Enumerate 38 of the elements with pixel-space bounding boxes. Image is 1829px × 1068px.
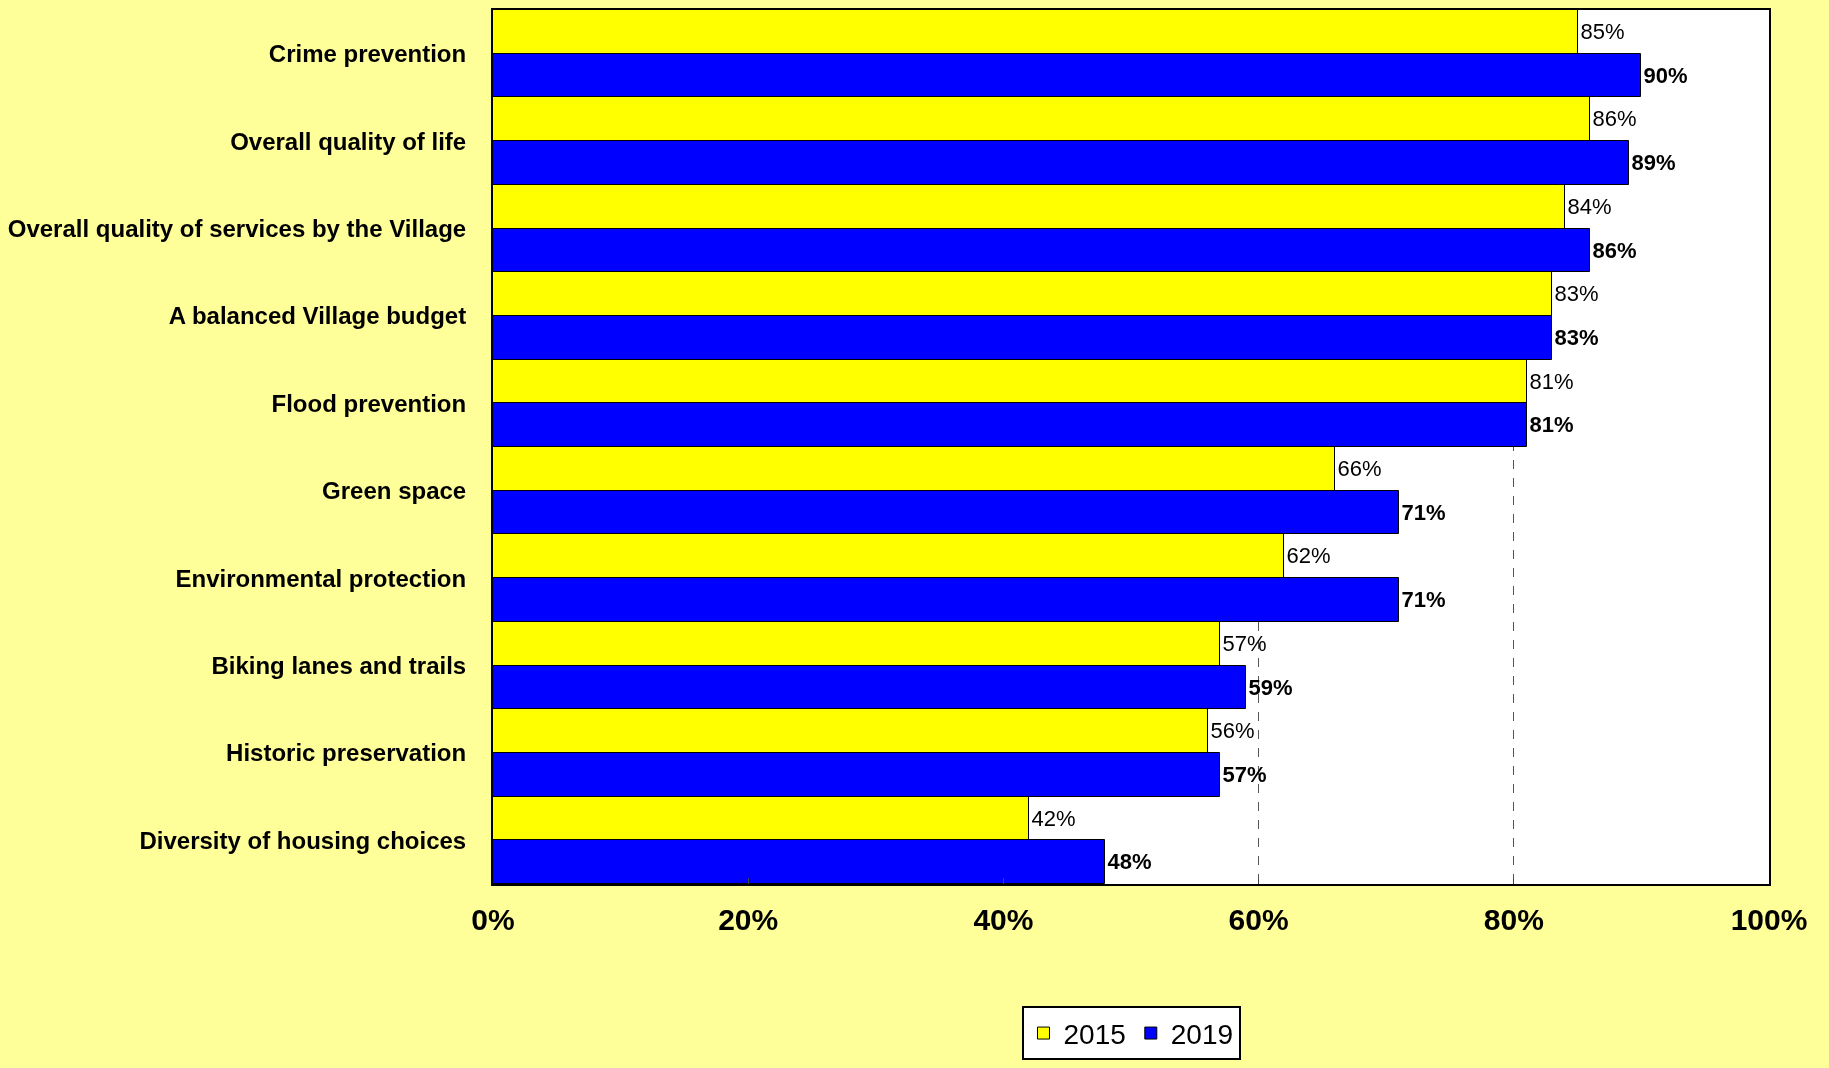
data-label: 85% — [1580, 19, 1625, 44]
data-label: 66% — [1337, 456, 1382, 481]
y-tick-label: Flood prevention — [271, 389, 467, 417]
x-tick-label: 20% — [718, 903, 779, 936]
legend-label: 2015 — [1063, 1018, 1126, 1050]
y-tick-label: Biking lanes and trails — [211, 651, 467, 679]
data-label: 57% — [1222, 762, 1267, 787]
data-label: 56% — [1210, 718, 1255, 743]
y-tick-label: Overall quality of services by the Village — [7, 214, 467, 242]
data-label: 42% — [1031, 805, 1076, 831]
data-label: 86% — [1592, 237, 1637, 263]
x-tick-label: 40% — [973, 903, 1034, 936]
x-tick-label: 100% — [1730, 903, 1808, 936]
data-label: 71% — [1401, 499, 1446, 525]
data-label: 81% — [1529, 368, 1574, 394]
data-label: 81% — [1529, 412, 1574, 437]
data-label: 90% — [1643, 62, 1688, 88]
data-label: 84% — [1567, 194, 1612, 219]
data-label: 57% — [1222, 631, 1267, 656]
data-label: 71% — [1401, 587, 1446, 612]
data-label: 59% — [1248, 674, 1293, 700]
data-label: 86% — [1592, 106, 1637, 131]
x-tick-label: 0% — [471, 903, 515, 936]
y-tick-label: Environmental protection — [175, 564, 467, 592]
y-tick-label: A balanced Village budget — [168, 302, 467, 330]
data-label: 48% — [1107, 849, 1152, 874]
data-label: 89% — [1631, 150, 1676, 175]
data-label: 83% — [1554, 325, 1599, 350]
legend-label: 2019 — [1170, 1018, 1234, 1050]
y-tick-label: Diversity of housing choices — [139, 826, 467, 854]
y-tick-label: Green space — [322, 477, 467, 505]
y-tick-label: Overall quality of life — [230, 127, 467, 155]
data-label: 62% — [1286, 543, 1331, 568]
data-label: 83% — [1554, 281, 1599, 306]
x-tick-label: 60% — [1228, 903, 1289, 936]
y-tick-label: Historic preservation — [226, 739, 467, 767]
y-tick-label: Crime prevention — [268, 40, 467, 68]
x-tick-label: 80% — [1483, 903, 1544, 936]
